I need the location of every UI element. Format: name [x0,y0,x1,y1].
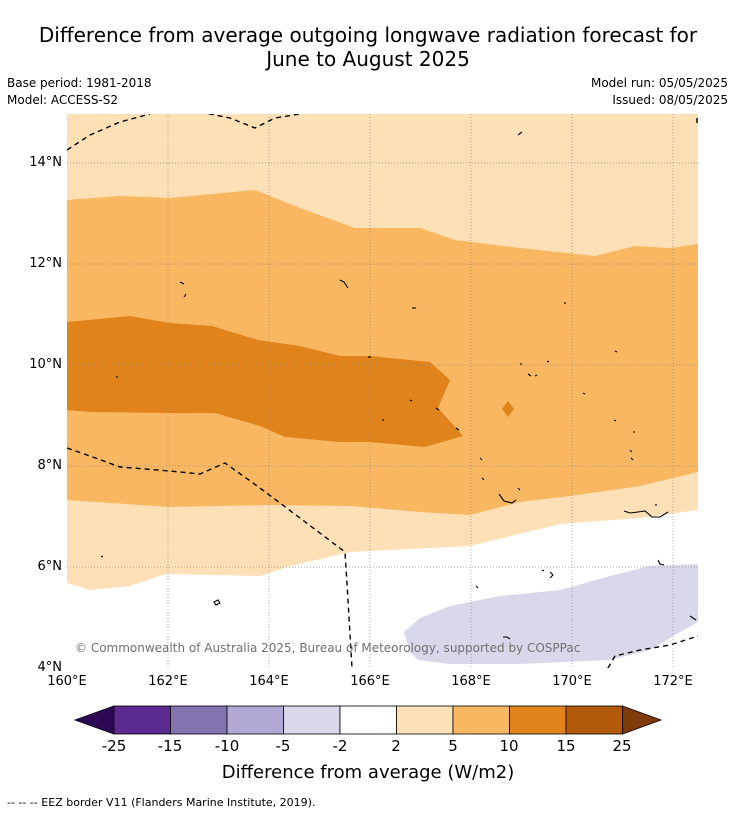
eez-borders [67,114,698,668]
colorbar-swatch [170,705,228,735]
colorbar-tick-label: -2 [332,737,348,755]
map-title-line1: Difference from average outgoing longwav… [38,23,698,47]
colorbar-tick-label: -5 [275,737,291,755]
grid-lines [67,114,698,668]
lon-tick-label: 162°E [148,674,188,689]
lat-tick-label: 12°N [29,256,62,271]
colorbar-swatch [283,705,341,735]
lat-tick-label: 14°N [29,155,62,170]
colorbar-tick-label: -10 [214,737,240,755]
colorbar-swatch [452,705,510,735]
model-label: Model: ACCESS-S2 [7,93,119,107]
colorbar-extend-low [73,705,115,735]
lon-tick-label: 172°E [653,674,693,689]
colorbar-swatch [565,705,623,735]
lon-tick-label: 170°E [552,674,592,689]
contour-10-15-spot [502,401,514,417]
colorbar-extend-high [622,705,663,735]
colorbar-swatch [396,705,454,735]
contour-neg2-neg5 [404,564,698,664]
model-run-label: Model run: 05/05/2025 [590,76,728,90]
lon-tick-label: 164°E [249,674,289,689]
lon-tick-label: 166°E [350,674,390,689]
colorbar-tick-label: 15 [556,737,576,755]
colorbar-tick-label: 5 [448,737,458,755]
islands-coastlines [100,131,697,640]
eez-footnote: -- -- -- EEZ border V11 (Flanders Marine… [7,796,316,809]
copyright-notice: © Commonwealth of Australia 2025, Bureau… [75,641,581,655]
lat-tick-label: 6°N [37,559,63,574]
base-period-label: Base period: 1981-2018 [7,76,152,90]
colorbar-swatch [113,705,171,735]
colorbar-label: Difference from average (W/m2) [221,762,515,783]
lon-tick-label: 160°E [47,674,87,689]
colorbar-swatch [339,705,397,735]
colorbar-tick-label: 2 [391,737,401,755]
lat-tick-label: 8°N [37,458,63,473]
colorbar-swatch [226,705,284,735]
issued-label: Issued: 08/05/2025 [612,93,728,107]
colorbar-tick-label: 10 [499,737,519,755]
contour-10-15 [67,316,463,447]
lon-tick-label: 168°E [451,674,491,689]
colorbar-tick-label: 25 [612,737,632,755]
colorbar [73,705,663,735]
lat-tick-label: 10°N [29,357,62,372]
map-title-line2: June to August 2025 [266,47,470,71]
map-area [67,114,698,668]
colorbar-swatch [509,705,567,735]
lat-tick-label: 4°N [37,660,63,675]
colorbar-tick-label: -15 [157,737,183,755]
contour-5-10 [67,190,698,515]
colorbar-tick-label: -25 [101,737,127,755]
